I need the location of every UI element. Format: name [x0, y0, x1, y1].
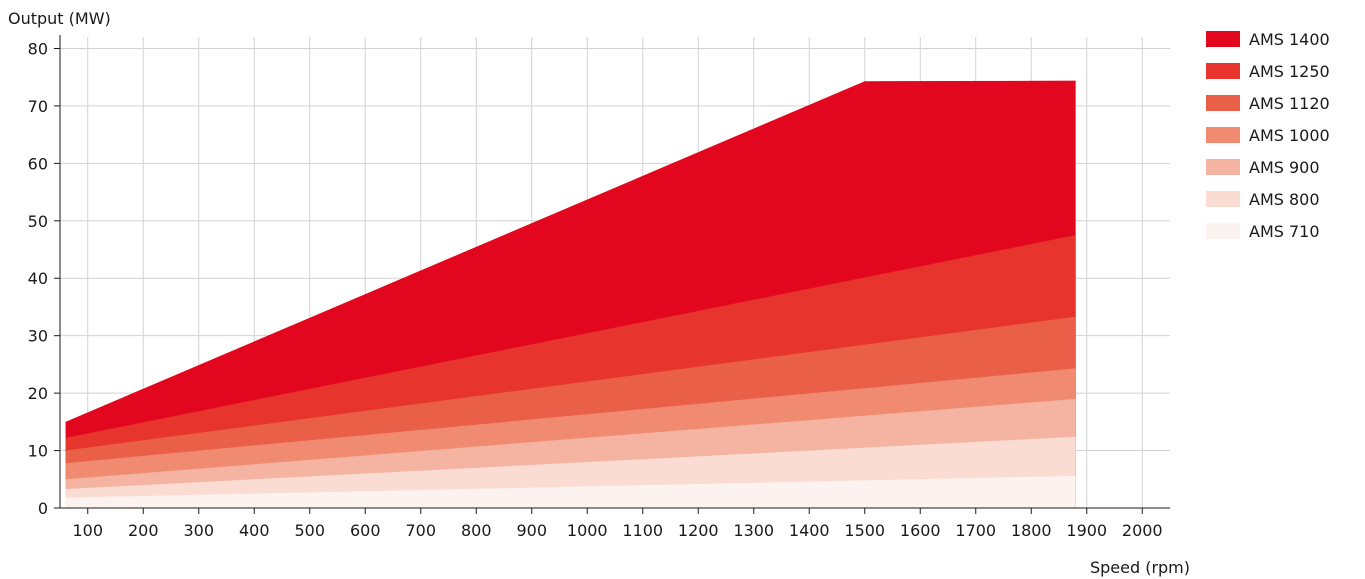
- legend-label: AMS 800: [1249, 190, 1320, 209]
- legend-label: AMS 900: [1249, 158, 1320, 177]
- y-tick-label: 20: [28, 384, 48, 403]
- x-tick-label: 400: [239, 521, 270, 540]
- series-areas: [65, 80, 1076, 509]
- x-tick-label: 300: [183, 521, 214, 540]
- x-tick-label: 200: [128, 521, 159, 540]
- x-tick-label: 1600: [900, 521, 941, 540]
- y-tick-label: 70: [28, 97, 48, 116]
- x-tick-label: 500: [294, 521, 325, 540]
- legend: AMS 1400 AMS 1250 AMS 1120 AMS 1000 AMS 900 A…: [1206, 30, 1330, 241]
- x-tick-label: 900: [516, 521, 547, 540]
- y-tick-label: 80: [28, 39, 48, 58]
- y-tick-label: 10: [28, 442, 48, 461]
- x-tick-labels: 100 200 300 400 500 600 700 800 900 1000 1100 1200 1…: [72, 508, 1163, 540]
- legend-label: AMS 710: [1249, 222, 1320, 241]
- y-tick-label: 0: [38, 499, 48, 518]
- y-tick-labels: 0 10 20 30 40 50 60 70 80: [28, 39, 60, 518]
- legend-label: AMS 1000: [1249, 126, 1330, 145]
- x-tick-label: 600: [350, 521, 381, 540]
- legend-swatch: [1206, 223, 1240, 239]
- x-tick-label: 1000: [567, 521, 608, 540]
- legend-swatch: [1206, 95, 1240, 111]
- area-ams-710: [65, 475, 1076, 508]
- x-tick-label: 100: [72, 521, 103, 540]
- x-tick-label: 1400: [789, 521, 830, 540]
- y-tick-label: 50: [28, 212, 48, 231]
- x-tick-label: 2000: [1122, 521, 1163, 540]
- legend-swatch: [1206, 31, 1240, 47]
- legend-swatch: [1206, 63, 1240, 79]
- y-tick-label: 40: [28, 269, 48, 288]
- legend-swatch: [1206, 159, 1240, 175]
- x-tick-label: 800: [461, 521, 492, 540]
- x-tick-label: 1100: [622, 521, 663, 540]
- x-tick-label: 1300: [733, 521, 774, 540]
- axes: [59, 35, 1170, 509]
- x-tick-label: 1700: [955, 521, 996, 540]
- legend-label: AMS 1250: [1249, 62, 1330, 81]
- x-tick-label: 700: [405, 521, 436, 540]
- y-tick-label: 30: [28, 327, 48, 346]
- x-tick-label: 1900: [1066, 521, 1107, 540]
- legend-label: AMS 1400: [1249, 30, 1330, 49]
- x-tick-label: 1800: [1011, 521, 1052, 540]
- y-axis-title: Output (MW): [8, 9, 111, 28]
- legend-swatch: [1206, 127, 1240, 143]
- x-axis-title: Speed (rpm): [1090, 558, 1190, 577]
- x-tick-label: 1200: [678, 521, 719, 540]
- legend-label: AMS 1120: [1249, 94, 1330, 113]
- x-tick-label: 1500: [844, 521, 885, 540]
- y-tick-label: 60: [28, 154, 48, 173]
- legend-swatch: [1206, 191, 1240, 207]
